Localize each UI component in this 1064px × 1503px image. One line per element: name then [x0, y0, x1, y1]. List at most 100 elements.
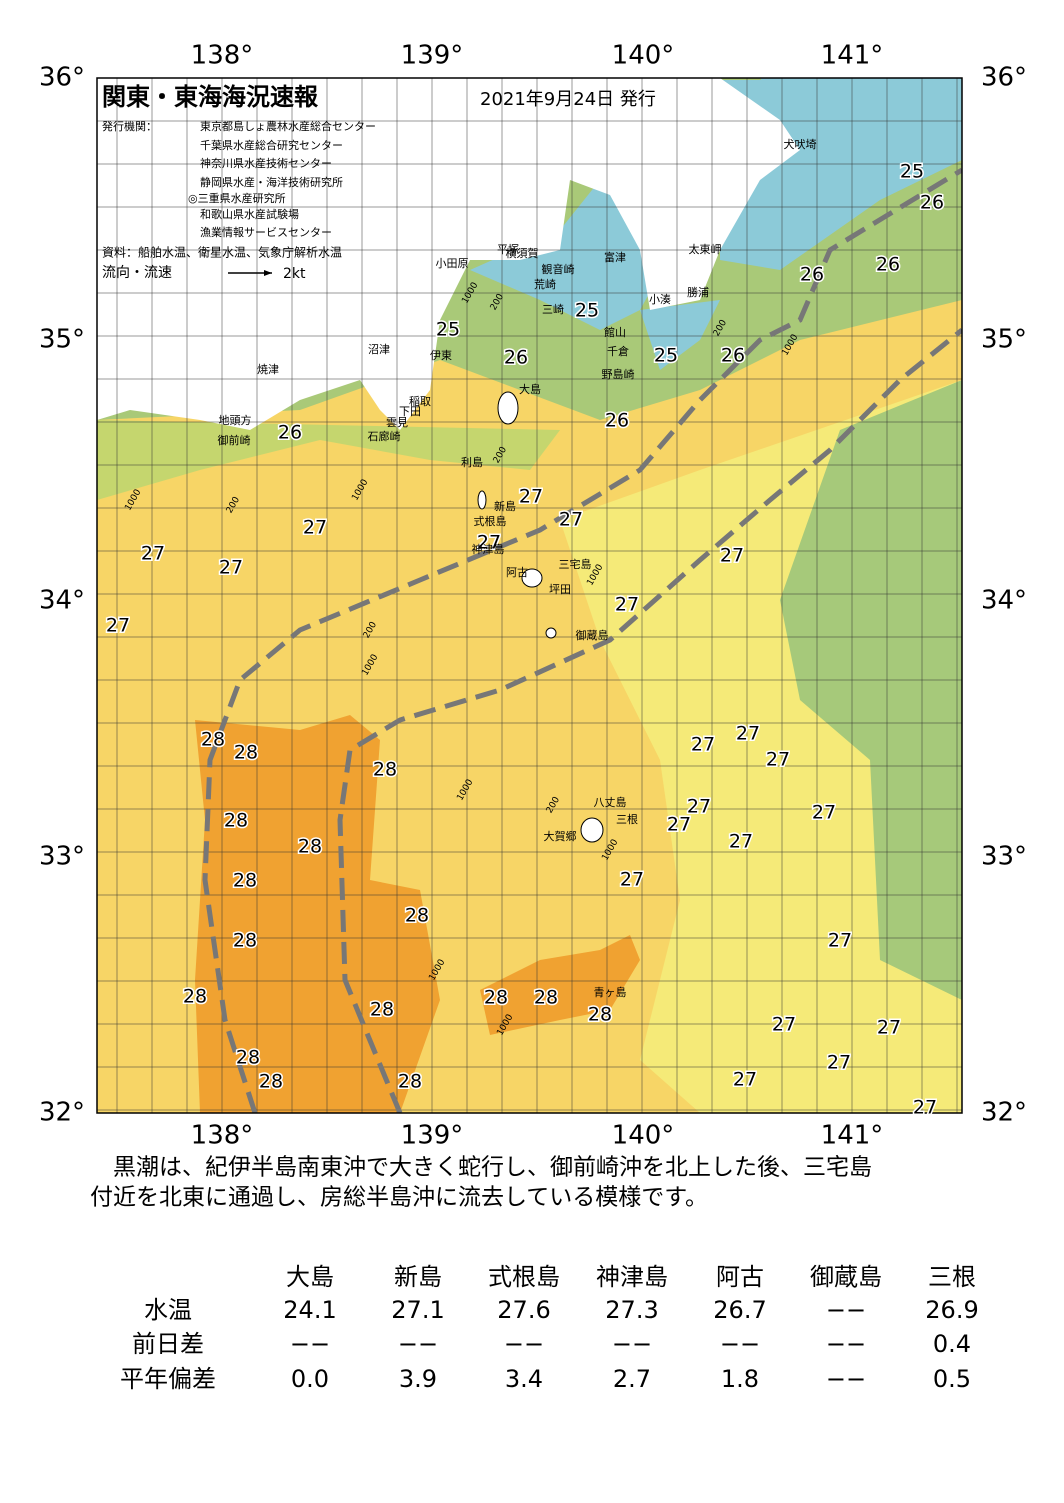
- table-cell: −−: [826, 1330, 866, 1358]
- lat-label: 32°: [981, 1098, 1027, 1128]
- place-name: 稲取: [409, 395, 431, 408]
- issue-date: 2021年9月24日 発行: [480, 89, 656, 110]
- place-name: 地頭方: [219, 413, 252, 427]
- isotherm-label: 27: [736, 723, 760, 745]
- place-name: 坪田: [549, 583, 571, 596]
- sea-green-east: [780, 380, 962, 1000]
- isotherm-label: 26: [800, 264, 824, 286]
- lat-label: 35°: [39, 325, 85, 355]
- table-header: 新島: [394, 1263, 442, 1291]
- lat-label: 34°: [39, 586, 85, 616]
- isotherm-label: 27: [733, 1069, 757, 1091]
- isotherm-label: 27: [877, 1017, 901, 1039]
- land: [97, 78, 800, 430]
- place-name: 三崎: [542, 302, 564, 316]
- lon-label: 138°: [191, 41, 254, 71]
- description-line: 付近を北東に通過し、房総半島沖に流去している模様です。: [90, 1185, 708, 1211]
- place-name: 富津: [604, 250, 626, 264]
- place-name: 館山: [604, 325, 626, 339]
- isotherm-label: 27: [766, 749, 790, 771]
- place-name: 伊東: [430, 349, 452, 362]
- isotherm-label: 28: [236, 1047, 260, 1069]
- island: [477, 490, 487, 510]
- isotherm-label: 27: [828, 930, 852, 952]
- isotherm-label: 28: [233, 870, 257, 892]
- publisher: 千葉県水産総合研究センター: [200, 138, 343, 152]
- lat-label: 36°: [981, 63, 1027, 93]
- isotherm-label: 28: [588, 1004, 612, 1026]
- isotherm-label: 26: [605, 410, 629, 432]
- place-name: 犬吠埼: [784, 137, 817, 151]
- place-name: 観音崎: [542, 262, 575, 276]
- isotherm-label: 26: [721, 345, 745, 367]
- isotherm-label: 27: [620, 869, 644, 891]
- isotherm-label: 27: [691, 734, 715, 756]
- island: [497, 391, 519, 425]
- lon-label: 140°: [612, 41, 675, 71]
- row-label: 水温: [144, 1296, 192, 1324]
- table-header: 大島: [286, 1263, 334, 1291]
- table-cell: 3.4: [505, 1365, 543, 1393]
- isotherm-label: 27: [720, 545, 744, 567]
- table-cell: 27.3: [605, 1296, 658, 1324]
- table-cell: −−: [826, 1296, 866, 1324]
- publisher: 漁業情報サービスセンター: [200, 225, 332, 239]
- lat-label: 32°: [39, 1098, 85, 1128]
- isotherm-label: 28: [234, 742, 258, 764]
- table-cell: 24.1: [283, 1296, 336, 1324]
- isotherm-label: 28: [398, 1071, 422, 1093]
- isotherm-label: 27: [477, 532, 501, 554]
- lat-label: 34°: [981, 586, 1027, 616]
- isotherm-label: 28: [373, 759, 397, 781]
- isotherm-label: 27: [106, 615, 130, 637]
- table-cell: −−: [398, 1330, 438, 1358]
- isotherm-label: 27: [667, 814, 691, 836]
- publisher: 和歌山県水産試験場: [200, 207, 299, 221]
- isotherm-label: 26: [278, 422, 302, 444]
- place-name: 式根島: [474, 514, 507, 528]
- islands: [477, 391, 604, 843]
- isotherm-label: 28: [201, 729, 225, 751]
- place-name: 大賀郷: [544, 829, 577, 843]
- table-cell: 26.9: [925, 1296, 978, 1324]
- map-area: [97, 78, 962, 1113]
- isotherm-label: 27: [219, 557, 243, 579]
- kuroshio-axis-outer: [337, 328, 962, 1113]
- source: 資料：船舶水温、衛星水温、気象庁解析水温: [102, 245, 342, 260]
- place-name: 野島崎: [602, 367, 635, 381]
- place-name: 雲見: [386, 416, 408, 429]
- isotherm-label: 28: [224, 810, 248, 832]
- place-name: 利島: [461, 455, 483, 469]
- sea-orange-south: [480, 935, 640, 1035]
- isotherm-label: 26: [876, 254, 900, 276]
- table-header: 御蔵島: [810, 1263, 882, 1291]
- isotherm-label: 28: [259, 1071, 283, 1093]
- place-name: 阿古: [506, 566, 528, 579]
- table-header: 三根: [928, 1263, 976, 1291]
- island: [545, 627, 557, 639]
- place-name: 荒崎: [534, 277, 556, 291]
- grid: [97, 78, 962, 1113]
- lon-label: 139°: [401, 1121, 464, 1151]
- place-name: 沼津: [368, 342, 390, 356]
- isotherm-label: 27: [687, 796, 711, 818]
- place-name: 太東岬: [689, 243, 722, 256]
- place-name: 勝浦: [687, 285, 709, 299]
- table-header: 阿古: [716, 1263, 764, 1291]
- place-name: 青ヶ島: [594, 985, 627, 999]
- isotherm-label: 28: [484, 987, 508, 1009]
- table-header: 神津島: [596, 1263, 668, 1291]
- place-name: 八丈島: [594, 795, 627, 809]
- table-cell: 27.1: [391, 1296, 444, 1324]
- place-name: 御蔵島: [576, 628, 609, 642]
- row-label: 平年偏差: [120, 1365, 216, 1393]
- place-name: 三宅島: [559, 557, 592, 571]
- publisher-label: 発行機関：: [102, 119, 157, 133]
- table-cell: 0.0: [291, 1365, 329, 1393]
- lat-label: 35°: [981, 325, 1027, 355]
- table-cell: 0.5: [933, 1365, 971, 1393]
- legend-speed: 2kt: [283, 266, 306, 282]
- map-frame: [96, 77, 963, 1114]
